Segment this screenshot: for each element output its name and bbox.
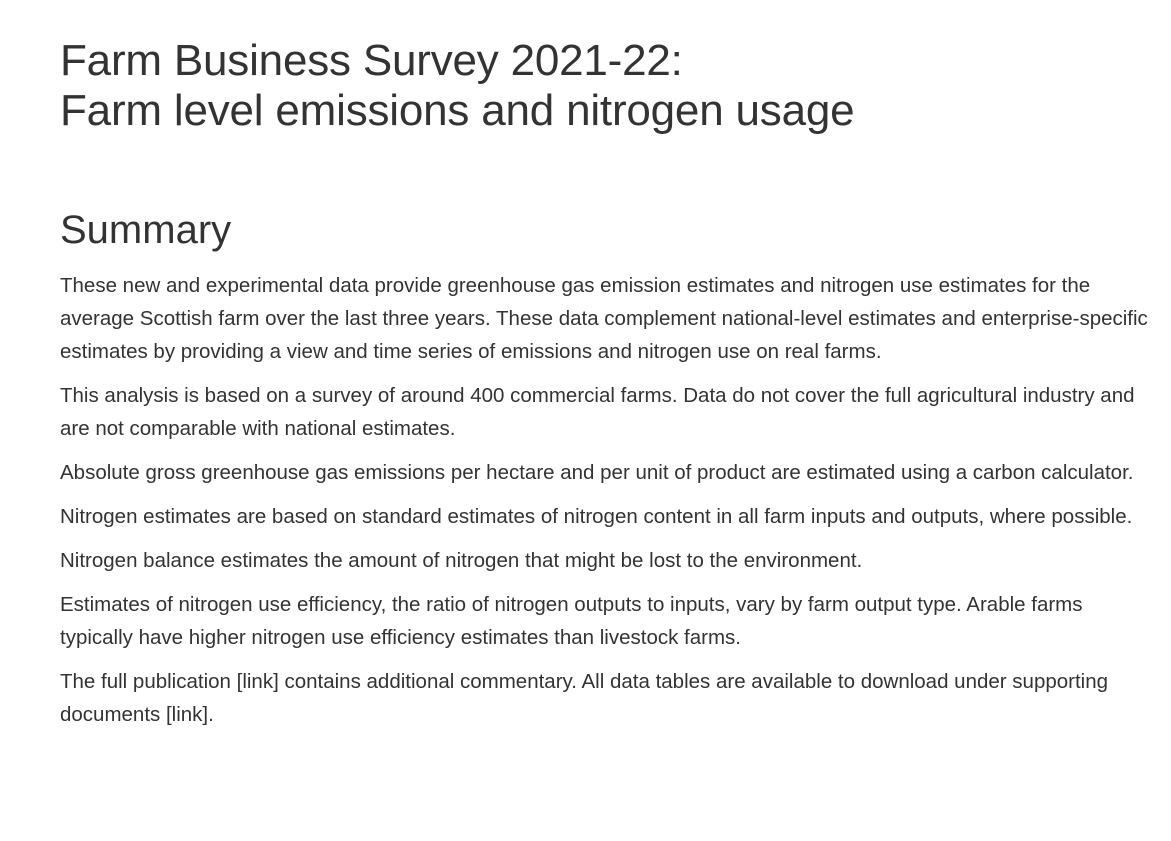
summary-paragraph-5: Nitrogen balance estimates the amount of… <box>60 549 863 572</box>
summary-heading: Summary <box>60 208 232 252</box>
page-title-line-1: Farm Business Survey 2021-22: <box>60 36 683 85</box>
summary-paragraph-7: The full publication [link] contains add… <box>60 670 1109 726</box>
page-title-line-2: Farm level emissions and nitrogen usage <box>60 86 855 135</box>
summary-paragraph-4: Nitrogen estimates are based on standard… <box>60 505 1133 528</box>
summary-body: These new and experimental data provide … <box>60 269 1160 731</box>
summary-paragraph-1: These new and experimental data provide … <box>60 274 1148 363</box>
summary-paragraph-6: Estimates of nitrogen use efficiency, th… <box>60 593 1083 649</box>
summary-paragraph-3: Absolute gross greenhouse gas emissions … <box>60 461 1134 484</box>
summary-paragraph-2: This analysis is based on a survey of ar… <box>60 384 1135 440</box>
page-title: Farm Business Survey 2021-22: Farm level… <box>60 36 1160 136</box>
document-page: Farm Business Survey 2021-22: Farm level… <box>60 36 1160 742</box>
